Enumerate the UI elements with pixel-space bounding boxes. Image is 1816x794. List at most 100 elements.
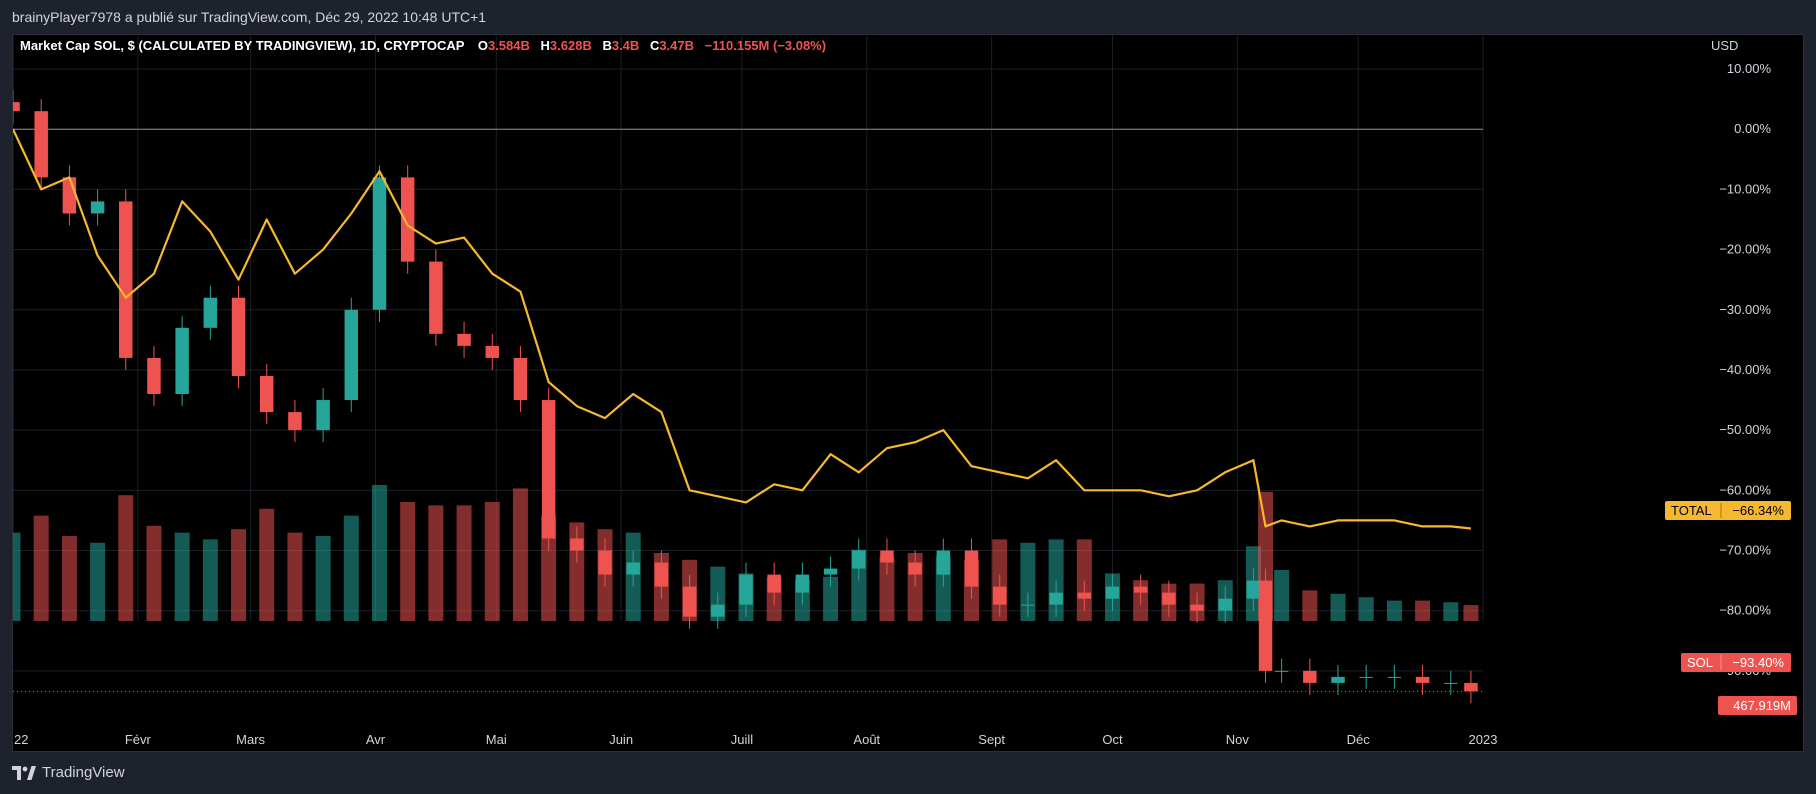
volume-bar bbox=[456, 505, 472, 621]
sol-candle-body bbox=[823, 568, 838, 575]
sol-candle-body bbox=[1359, 676, 1373, 678]
sol-candle-body bbox=[1218, 598, 1232, 611]
sol-candle bbox=[1218, 586, 1232, 623]
volume-bar bbox=[5, 532, 21, 621]
total-series-line bbox=[12, 128, 1472, 530]
x-tick-label: Févr bbox=[125, 732, 152, 747]
volume-bar bbox=[61, 536, 77, 621]
sol-candle bbox=[795, 562, 810, 605]
sol-candle-body bbox=[316, 400, 330, 431]
sol-candle-body bbox=[62, 177, 77, 214]
tradingview-brand[interactable]: TradingView bbox=[12, 764, 125, 781]
sol-candle bbox=[654, 550, 669, 599]
sol-candle-body bbox=[485, 345, 499, 358]
sol-candle bbox=[1049, 580, 1063, 617]
sol-candle-body bbox=[203, 297, 218, 328]
sol-candle-body bbox=[1105, 586, 1120, 599]
sol-candle bbox=[992, 574, 1007, 617]
chart-canvas[interactable]: 10.00% 0.00% −10.00% −20.00% −30.00% −40.00% −… bbox=[5, 35, 1803, 751]
legend-close-label: C bbox=[650, 38, 660, 53]
sol-candle-body bbox=[570, 538, 584, 551]
x-tick-label: Déc bbox=[1347, 732, 1371, 747]
x-tick-label: Avr bbox=[366, 732, 386, 747]
sol-candle-body bbox=[908, 562, 922, 575]
sol-candle bbox=[1246, 568, 1261, 611]
volume-bar bbox=[202, 539, 218, 621]
price-scale[interactable]: 10.00% 0.00% −10.00% −20.00% −30.00% −40.00% −… bbox=[1719, 61, 1771, 678]
total-last-value: −66.34% bbox=[1732, 503, 1784, 518]
volume-bar bbox=[1274, 570, 1290, 621]
y-tick-label: −50.00% bbox=[1719, 422, 1771, 437]
sol-candle-body bbox=[457, 333, 471, 346]
volume-bar bbox=[372, 485, 387, 621]
sol-candle bbox=[1274, 658, 1289, 683]
total-series-name: TOTAL bbox=[1671, 503, 1712, 518]
sol-candle-body bbox=[1444, 682, 1458, 684]
sol-candle-body bbox=[1246, 580, 1261, 599]
sol-candle-body bbox=[6, 102, 20, 112]
y-tick-label: −60.00% bbox=[1719, 482, 1771, 497]
sol-candle bbox=[429, 249, 443, 346]
y-tick-label: −70.00% bbox=[1719, 543, 1771, 558]
legend-change: −110.155M (−3.08%) bbox=[705, 38, 826, 53]
sol-candle-body bbox=[1387, 676, 1402, 678]
sol-candle-body bbox=[90, 201, 105, 214]
publisher-info: brainyPlayer7978 a publié sur TradingVie… bbox=[12, 9, 487, 25]
volume-bar bbox=[428, 505, 444, 621]
sol-candle-body bbox=[739, 574, 753, 605]
sol-candle bbox=[6, 90, 20, 124]
tradingview-wordmark: TradingView bbox=[42, 764, 125, 781]
sol-candle-body bbox=[288, 412, 302, 431]
sol-candle-body bbox=[1021, 604, 1035, 606]
sol-candle bbox=[1415, 664, 1430, 695]
y-tick-label: −80.00% bbox=[1719, 603, 1771, 618]
chart-frame[interactable]: 10.00% 0.00% −10.00% −20.00% −30.00% −40.00% −… bbox=[5, 34, 1804, 752]
volume-bar bbox=[1330, 593, 1346, 621]
sol-candle-body bbox=[1464, 682, 1478, 692]
sol-candle bbox=[767, 562, 781, 605]
sol-candle bbox=[513, 345, 528, 413]
x-tick-label: Août bbox=[853, 732, 880, 747]
sol-candle bbox=[175, 315, 189, 407]
sol-candle-body bbox=[880, 550, 894, 563]
sol-candle-body bbox=[429, 261, 443, 334]
chart-legend: Market Cap SOL, $ (CALCULATED BY TRADING… bbox=[20, 38, 826, 53]
volume-bar bbox=[90, 542, 106, 621]
sol-candle-body bbox=[259, 375, 274, 413]
publish-header: brainyPlayer7978 a publié sur TradingVie… bbox=[0, 0, 1816, 34]
sol-candle-body bbox=[654, 562, 669, 587]
sol-candles bbox=[6, 90, 1478, 704]
sol-candle bbox=[90, 189, 105, 226]
sol-candle-body bbox=[852, 550, 866, 569]
volume-bar bbox=[259, 508, 275, 621]
sol-candle-body bbox=[1331, 676, 1345, 683]
legend-low-label: B bbox=[602, 38, 611, 53]
sol-candle bbox=[62, 165, 77, 226]
sol-candle bbox=[880, 538, 894, 575]
sol-candle-body bbox=[964, 550, 979, 587]
sol-candle bbox=[1190, 592, 1204, 623]
volume-bar bbox=[315, 536, 331, 621]
volume-bar bbox=[33, 515, 49, 621]
volume-bar bbox=[400, 502, 416, 621]
sol-candle bbox=[485, 333, 499, 370]
sol-candle-body bbox=[1274, 670, 1289, 672]
sol-candle bbox=[1258, 568, 1273, 683]
sol-last-value: −93.40% bbox=[1732, 655, 1784, 670]
sol-candle bbox=[203, 285, 218, 340]
time-scale[interactable]: 22 Févr Mars Avr Mai Juin Juill Août Sept Oct Nov D… bbox=[14, 732, 1497, 747]
sol-candle bbox=[711, 592, 725, 629]
sol-candle-body bbox=[992, 586, 1007, 605]
sol-candle-body bbox=[936, 550, 951, 575]
sol-last-badge: SOL −93.40% bbox=[1681, 653, 1791, 672]
sol-candle bbox=[739, 562, 753, 617]
sol-candle-body bbox=[767, 574, 781, 593]
y-tick-label: −10.00% bbox=[1719, 181, 1771, 196]
sol-candle bbox=[626, 550, 640, 587]
sol-candle-body bbox=[1049, 592, 1063, 605]
volume-bar bbox=[541, 515, 557, 621]
sol-candle-body bbox=[1303, 670, 1317, 683]
sol-candle bbox=[1162, 580, 1176, 617]
legend-close-value: 3.47B bbox=[659, 38, 694, 53]
grid-lines bbox=[12, 35, 1484, 672]
